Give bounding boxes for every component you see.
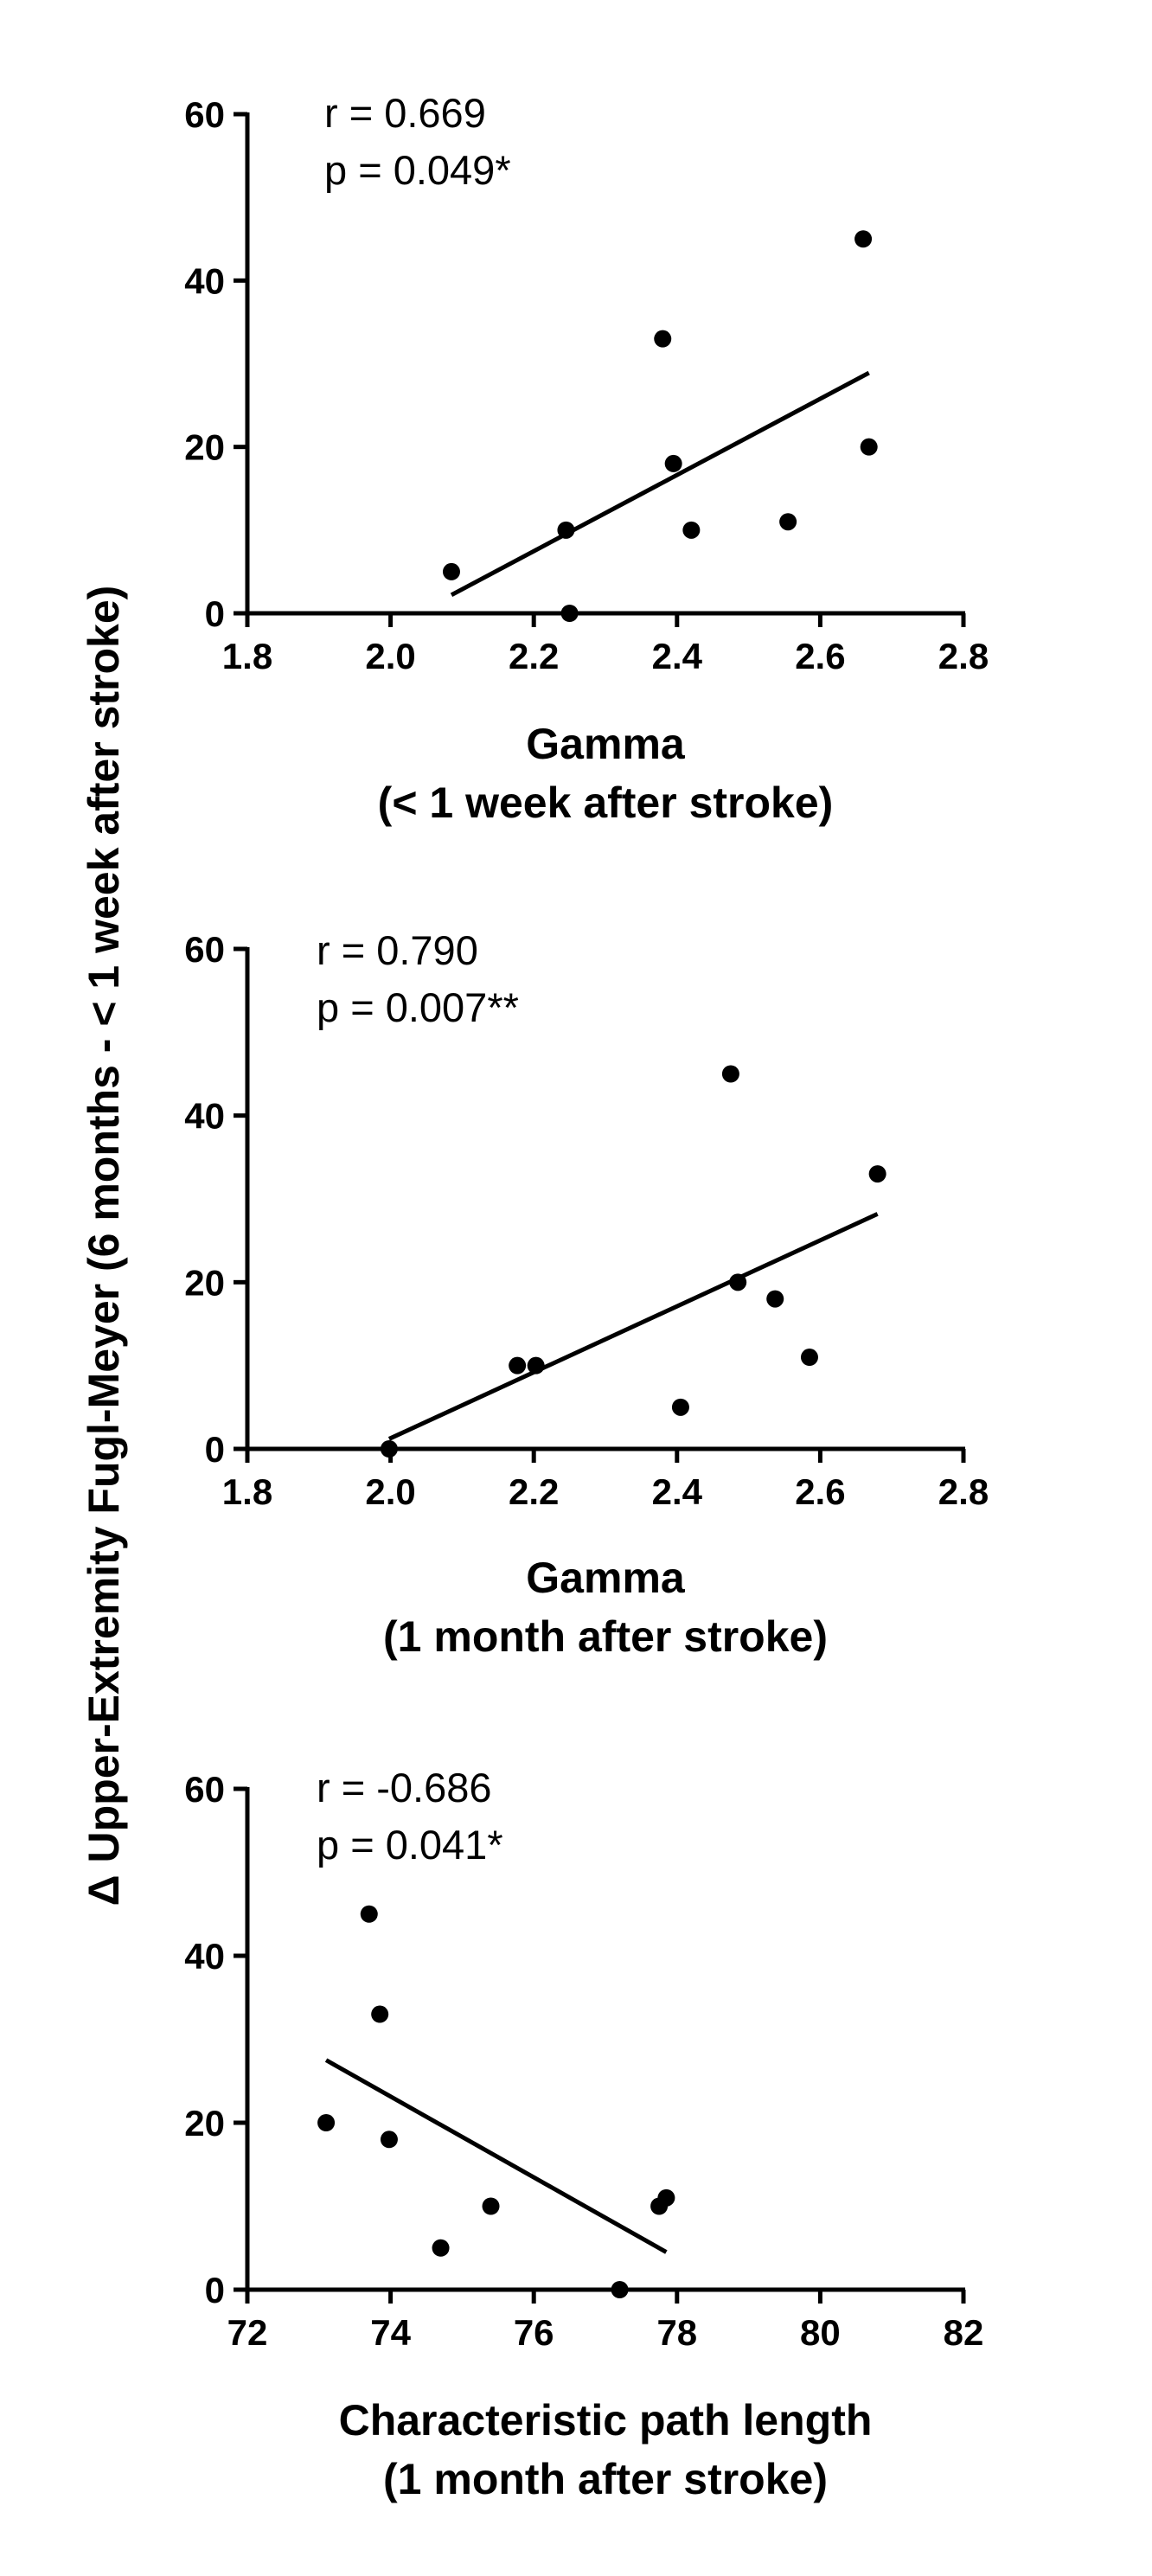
y-tick-label: 40	[184, 1936, 225, 1977]
data-point	[442, 562, 460, 580]
data-point	[657, 2188, 675, 2207]
x-axis-title: Characteristic path length	[339, 2396, 873, 2445]
data-point	[560, 605, 579, 622]
data-point	[380, 1440, 398, 1458]
data-point	[868, 1165, 886, 1183]
x-tick-label: 82	[944, 2312, 984, 2353]
data-point	[360, 1905, 378, 1923]
x-axis-subtitle: (1 month after stroke)	[383, 2455, 828, 2503]
scatter-panel-1: 1.8 2.0 2.2 2.4 2.6 2.8 0 20 40 60 r = 0.669 p = 0.…	[184, 90, 989, 827]
data-point	[654, 330, 672, 348]
x-tick-label: 72	[227, 2312, 268, 2353]
x-tick-label: 2.4	[652, 636, 703, 676]
data-point	[482, 2197, 500, 2215]
x-tick-label: 2.6	[795, 636, 845, 676]
regression-line	[387, 1212, 879, 1441]
data-point	[779, 513, 797, 531]
x-tick-label: 74	[370, 2312, 411, 2353]
data-point	[611, 2281, 629, 2298]
scatter-panel-3: 72 74 76 78 80 82 0 20 40 60 r = -0.686 p = 0.041* C…	[184, 1765, 983, 2503]
x-tick-label: 2.2	[509, 1471, 559, 1512]
y-tick-label: 60	[184, 929, 225, 970]
p-value-label: p = 0.041*	[317, 1822, 503, 1868]
x-tick-label: 76	[514, 2312, 554, 2353]
y-tick-label: 0	[205, 2270, 225, 2310]
data-point	[557, 521, 575, 539]
regression-line	[450, 370, 870, 598]
p-value-label: p = 0.049*	[324, 147, 511, 193]
y-tick-label: 60	[184, 1769, 225, 1810]
data-point	[860, 438, 878, 456]
x-axis-title: Gamma	[526, 1554, 686, 1602]
data-point	[664, 454, 682, 472]
p-value-label: p = 0.007**	[317, 984, 519, 1030]
x-tick-label: 2.2	[509, 636, 559, 676]
data-point	[432, 2239, 450, 2257]
y-tick-label: 20	[184, 427, 225, 468]
data-point	[721, 1065, 739, 1083]
scatter-panels: 1.8 2.0 2.2 2.4 2.6 2.8 0 20 40 60 r = 0.669 p = 0.…	[184, 90, 989, 2503]
y-tick-label: 40	[184, 260, 225, 301]
x-tick-label: 1.8	[222, 636, 272, 676]
correlation-r-label: r = -0.686	[317, 1765, 491, 1810]
scatter-panel-2: 1.8 2.0 2.2 2.4 2.6 2.8 0 20 40 60 r = 0.790 p = 0.…	[184, 927, 989, 1661]
data-point	[380, 2131, 398, 2149]
data-point	[317, 2114, 336, 2131]
x-axis-subtitle: (< 1 week after stroke)	[378, 779, 834, 827]
data-point	[509, 1356, 527, 1375]
x-tick-label: 2.8	[938, 636, 989, 676]
y-tick-label: 60	[184, 94, 225, 135]
x-tick-label: 2.4	[652, 1471, 703, 1512]
y-tick-label: 40	[184, 1096, 225, 1137]
data-point	[682, 521, 701, 539]
data-point	[729, 1273, 747, 1291]
y-tick-label: 0	[205, 593, 225, 634]
x-tick-label: 2.0	[365, 1471, 415, 1512]
y-tick-label: 0	[205, 1429, 225, 1470]
x-tick-label: 2.0	[365, 636, 415, 676]
y-tick-label: 20	[184, 1262, 225, 1303]
x-axis-title: Gamma	[526, 720, 686, 768]
x-axis-subtitle: (1 month after stroke)	[383, 1612, 828, 1661]
x-tick-label: 2.8	[938, 1471, 989, 1512]
correlation-r-label: r = 0.790	[317, 927, 478, 973]
data-point	[800, 1349, 818, 1367]
correlation-r-label: r = 0.669	[324, 90, 486, 136]
x-tick-label: 80	[800, 2312, 841, 2353]
x-tick-label: 2.6	[795, 1471, 845, 1512]
y-axis-title: Δ Upper-Extremity Fugl-Meyer (6 months -…	[80, 586, 128, 1906]
data-point	[371, 2005, 389, 2023]
y-tick-label: 20	[184, 2103, 225, 2143]
x-tick-label: 1.8	[222, 1471, 272, 1512]
data-point	[527, 1356, 545, 1375]
regression-line	[324, 2058, 668, 2254]
data-point	[671, 1398, 689, 1416]
x-tick-label: 78	[656, 2312, 697, 2353]
data-point	[854, 230, 873, 248]
data-point	[766, 1290, 784, 1308]
